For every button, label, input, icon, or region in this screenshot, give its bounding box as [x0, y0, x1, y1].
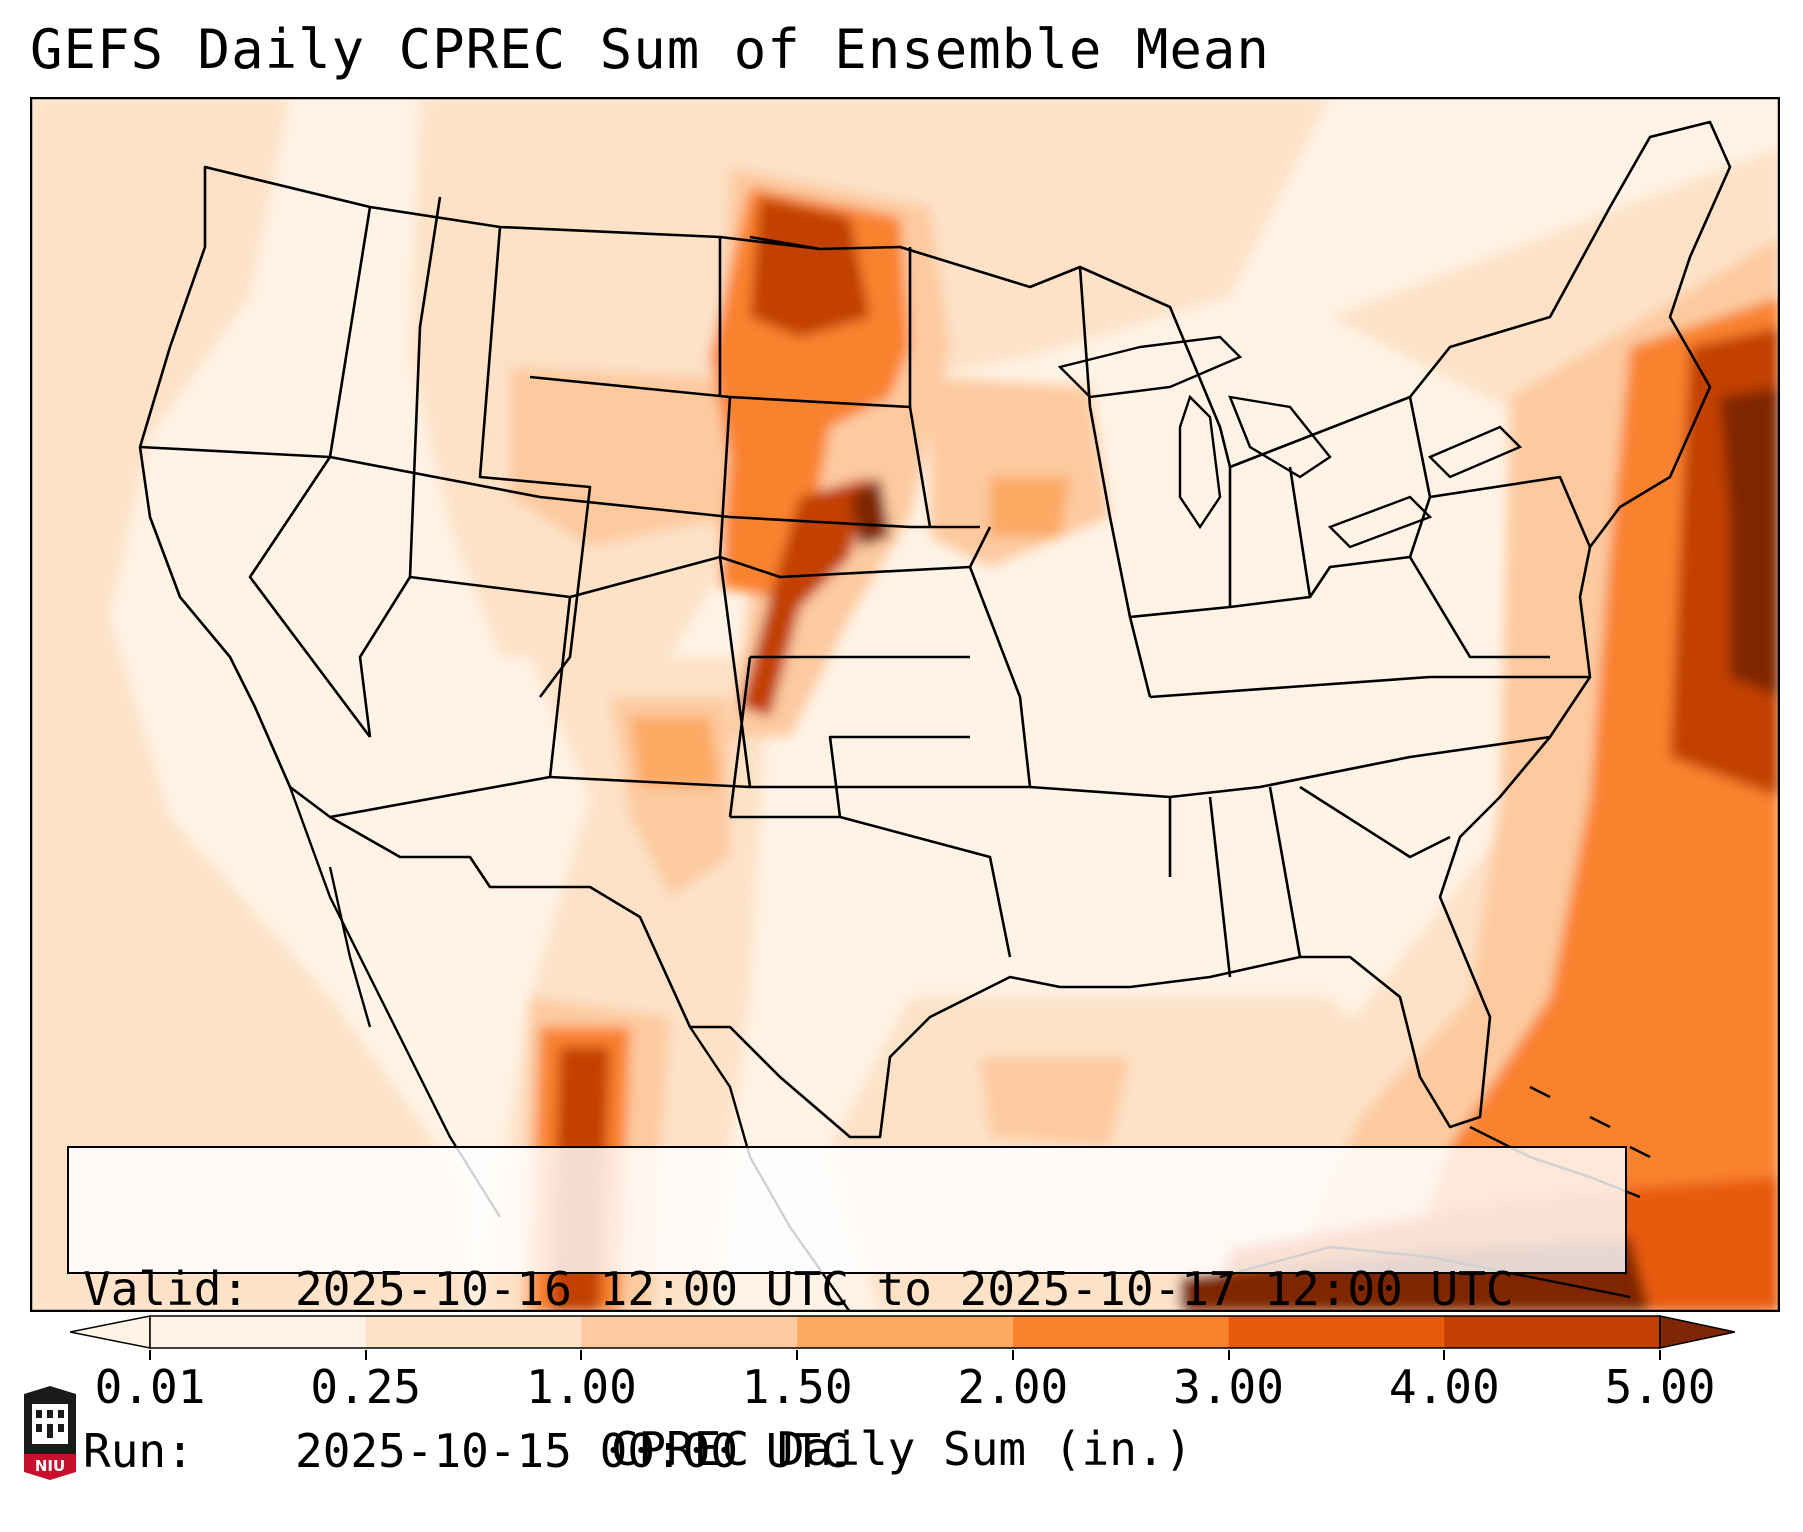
- colorbar-segment: [797, 1316, 1014, 1348]
- great-lakes: [1057, 335, 1523, 549]
- colorbar-segment: [1444, 1316, 1661, 1348]
- colorbar-tick-label: 0.25: [310, 1360, 422, 1414]
- colorbar-tick-label: 5.00: [1604, 1360, 1716, 1414]
- colorbar-tick-label: 3.00: [1173, 1360, 1284, 1414]
- info-box: Valid: 2025-10-16 12:00 UTC to 2025-10-17…: [67, 1146, 1627, 1478]
- logo-banner: [24, 1454, 76, 1480]
- valid-row: Valid: 2025-10-16 12:00 UTC to 2025-10-17…: [83, 1262, 1611, 1316]
- colorbar-segment: [1012, 1316, 1230, 1348]
- run-row: Run: 2025-10-15 00:00 UTC: [83, 1424, 1611, 1478]
- colorbar-tick-mark: [149, 1350, 151, 1360]
- logo-text: NIU: [35, 1457, 65, 1475]
- valid-label: Valid:: [83, 1262, 250, 1316]
- colorbar-tick-label: 2.00: [957, 1360, 1069, 1414]
- chart-title: GEFS Daily CPREC Sum of Ensemble Mean: [30, 18, 1270, 81]
- colorbar-tick-mark: [1227, 1350, 1230, 1360]
- colorbar-over-arrow: [1659, 1315, 1736, 1349]
- precip-field: [30, 97, 1780, 1312]
- colorbar-tick-label: 4.00: [1388, 1360, 1500, 1414]
- run-label: Run:: [83, 1424, 194, 1478]
- colorbar-segment: [365, 1316, 582, 1348]
- niu-logo: NIU: [22, 1384, 78, 1480]
- colorbar-tick-mark: [1011, 1350, 1014, 1360]
- precip-map: [30, 97, 1780, 1312]
- colorbar-tick-label: 0.01: [94, 1360, 206, 1414]
- colorbar-tick-mark: [580, 1350, 583, 1360]
- colorbar-title: CPREC Daily Sum (in.): [610, 1422, 1193, 1476]
- valid-value: 2025-10-16 12:00 UTC to 2025-10-17 12:00…: [295, 1262, 1514, 1316]
- colorbar-segment: [150, 1316, 367, 1348]
- colorbar-tick-label: 1.00: [526, 1360, 637, 1414]
- colorbar-segment: [1228, 1316, 1445, 1348]
- run-value: 2025-10-15 00:00 UTC: [295, 1424, 849, 1478]
- colorbar-frame: [149, 1315, 1661, 1349]
- colorbar-under-arrow: [69, 1315, 151, 1349]
- colorbar-tick-mark: [1659, 1350, 1661, 1360]
- colorbar-tick-mark: [1443, 1350, 1446, 1360]
- colorbar-tick-label: 1.50: [741, 1360, 853, 1414]
- colorbar-tick-mark: [364, 1350, 367, 1360]
- state-boundaries: [138, 120, 1732, 1139]
- colorbar: [69, 1312, 1736, 1352]
- map-border: [30, 97, 1780, 1312]
- colorbar-segment: [581, 1316, 798, 1348]
- colorbar-tick-mark: [796, 1350, 799, 1360]
